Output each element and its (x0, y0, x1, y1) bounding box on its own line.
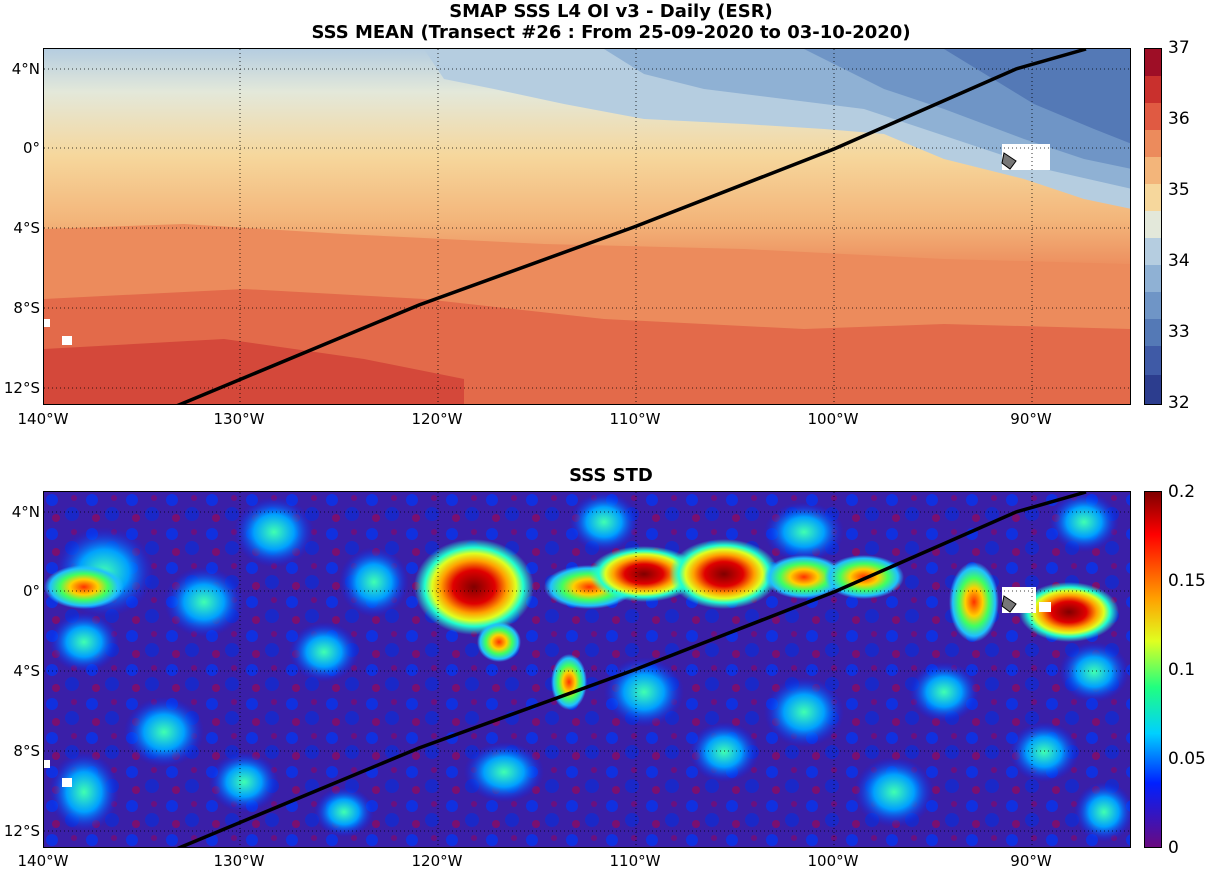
mean-lat-label-8s: 8°S (13, 299, 40, 317)
mean-lat-label-12s: 12°S (3, 379, 40, 397)
std-lon-label-100w: 100°W (807, 852, 859, 870)
std-colorbar-label-0: 0 (1168, 838, 1179, 858)
mean-colorbar-label-36: 36 (1168, 109, 1190, 129)
sss-mean-map (43, 48, 1131, 405)
mean-colorbar-label-32: 32 (1168, 393, 1190, 413)
std-lat-label-12s: 12°S (3, 822, 40, 840)
mean-colorbar-label-37: 37 (1168, 38, 1190, 58)
std-lon-label-120w: 120°W (411, 852, 463, 870)
mean-lat-label-4n: 4°N (11, 60, 40, 78)
std-lat-label-8s: 8°S (13, 742, 40, 760)
std-colorbar-label-0.1: 0.1 (1168, 660, 1196, 680)
std-lon-label-90w: 90°W (1010, 852, 1052, 870)
figure-title: SMAP SSS L4 OI v3 - Daily (ESR) (449, 1, 773, 22)
mean-colorbar-label-33: 33 (1168, 322, 1190, 342)
mean-panel-title: SSS MEAN (Transect #26 : From 25-09-2020… (311, 22, 911, 43)
std-lat-label-0: 0° (22, 582, 40, 600)
mean-colorbar-label-34: 34 (1168, 251, 1190, 271)
std-lon-label-110w: 110°W (609, 852, 661, 870)
std-lat-label-4n: 4°N (11, 503, 40, 521)
mean-lat-label-0: 0° (22, 139, 40, 157)
mean-lat-label-4s: 4°S (13, 219, 40, 237)
std-lon-label-140w: 140°W (17, 852, 69, 870)
std-lat-label-4s: 4°S (13, 662, 40, 680)
sss-std-map (43, 491, 1131, 848)
mean-lon-label-140w: 140°W (17, 410, 69, 428)
std-panel-title: SSS STD (569, 465, 653, 486)
std-colorbar-label-0.15: 0.15 (1168, 571, 1206, 591)
std-colorbar-label-0.05: 0.05 (1168, 749, 1206, 769)
std-colorbar (1144, 491, 1162, 848)
mean-colorbar-label-35: 35 (1168, 180, 1190, 200)
std-colorbar-label-0.2: 0.2 (1168, 482, 1196, 502)
std-lon-label-130w: 130°W (213, 852, 265, 870)
mean-lon-label-130w: 130°W (213, 410, 265, 428)
mean-lon-label-90w: 90°W (1010, 410, 1052, 428)
mean-colorbar (1144, 48, 1162, 405)
mean-lon-label-110w: 110°W (609, 410, 661, 428)
mean-lon-label-120w: 120°W (411, 410, 463, 428)
mean-lon-label-100w: 100°W (807, 410, 859, 428)
